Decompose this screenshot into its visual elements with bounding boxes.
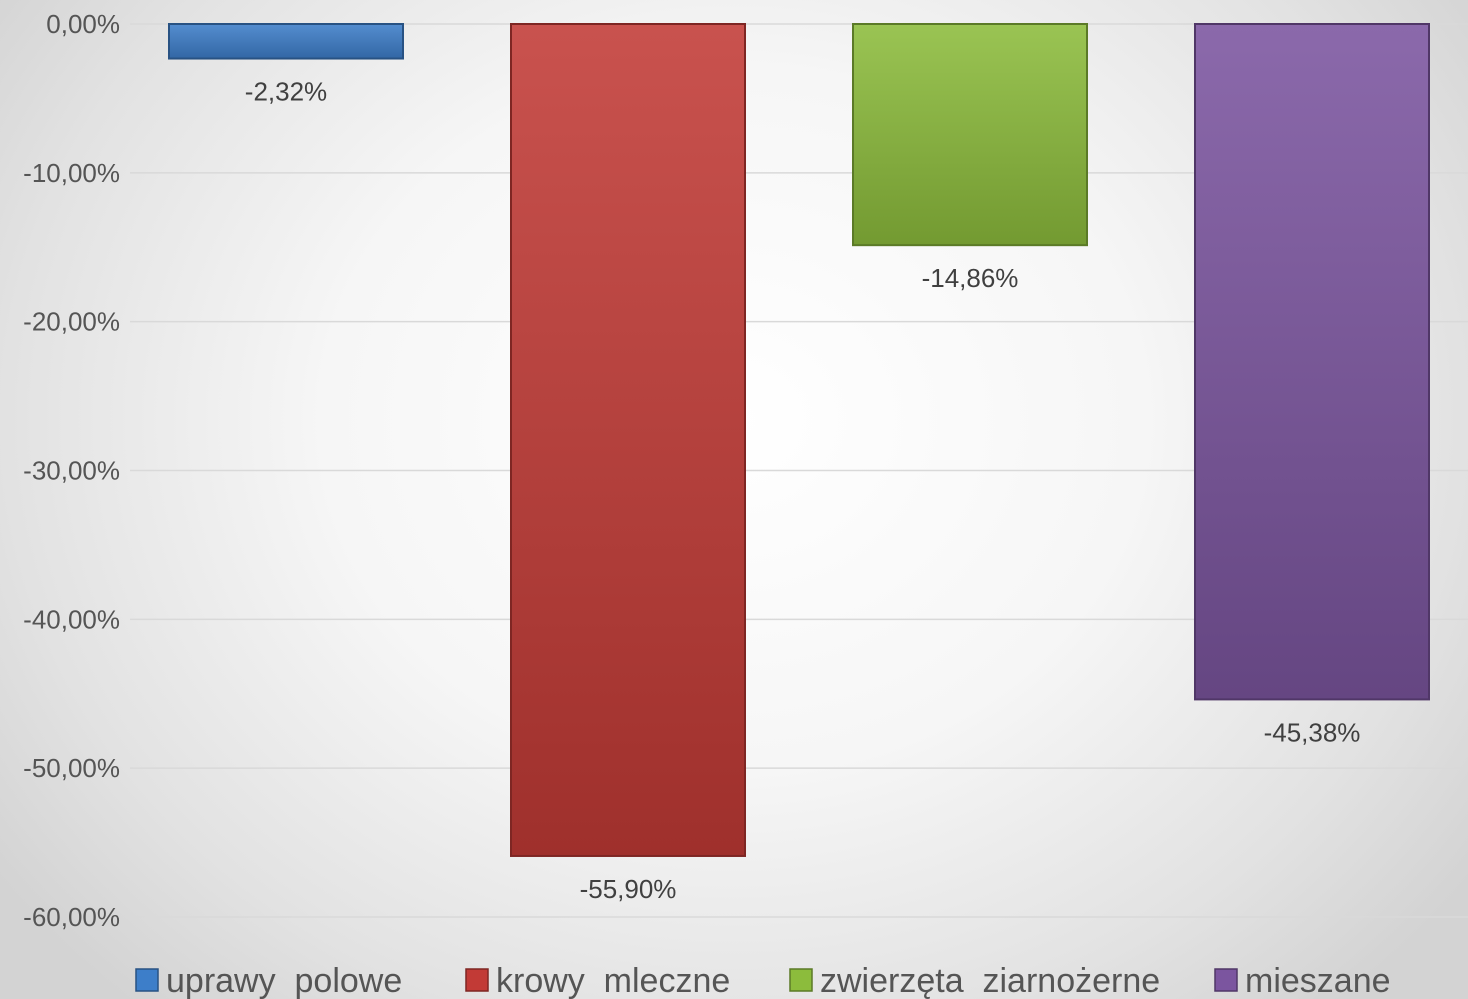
gridlines xyxy=(130,23,1468,918)
bar-4 xyxy=(1194,23,1430,701)
data-label: -45,38% xyxy=(1264,717,1361,747)
data-label: -14,86% xyxy=(922,263,1019,293)
y-tick-label: -30,00% xyxy=(23,456,120,486)
legend-label: uprawy polowe xyxy=(166,962,402,999)
y-tick-label: -10,00% xyxy=(23,158,120,188)
legend-label: mieszane xyxy=(1245,962,1391,999)
legend-swatch xyxy=(789,968,813,992)
legend-swatch xyxy=(465,968,489,992)
bar-2 xyxy=(510,23,746,857)
bar-3 xyxy=(852,23,1088,247)
bar-1 xyxy=(168,23,404,60)
y-tick-label: -20,00% xyxy=(23,307,120,337)
y-tick-label: -50,00% xyxy=(23,753,120,783)
y-tick-label: -40,00% xyxy=(23,604,120,634)
legend-swatch xyxy=(1214,968,1238,992)
data-label: -2,32% xyxy=(245,77,327,107)
y-tick-label: 0,00% xyxy=(46,9,120,39)
legend-label: krowy mleczne xyxy=(496,962,730,999)
y-axis-ticks: 0,00% -10,00% -20,00% -30,00% -40,00% -50,00%… xyxy=(23,9,120,932)
data-labels: -2,32% -55,90% -14,86% -45,38% xyxy=(245,77,1361,904)
y-tick-label: -60,00% xyxy=(23,902,120,932)
legend-swatch xyxy=(135,968,159,992)
legend-label: zwierzęta ziarnożerne xyxy=(820,962,1160,999)
legend: uprawy polowe krowy mleczne zwierzęta ziar… xyxy=(135,962,1391,999)
data-label: -55,90% xyxy=(580,874,677,904)
bars xyxy=(168,23,1430,857)
